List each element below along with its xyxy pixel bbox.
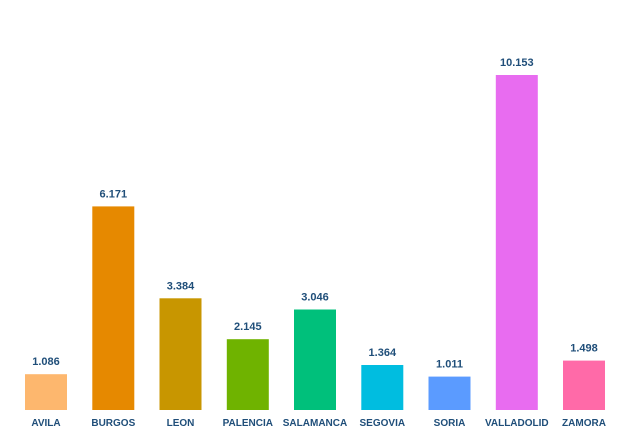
category-label-segovia: SEGOVIA xyxy=(360,418,406,429)
value-label-valladolid: 10.153 xyxy=(500,57,534,69)
category-labels-group: AVILA BURGOS LEON PALENCIA SALAMANCA SEGOVIA S… xyxy=(31,418,606,429)
value-label-segovia: 1.364 xyxy=(369,347,397,359)
bar-segovia xyxy=(361,365,404,410)
value-labels-group: 1.086 6.171 3.384 2.145 3.046 1.364 1.011 10.15… xyxy=(32,57,598,371)
bar-soria xyxy=(428,376,471,410)
bar-leon xyxy=(159,298,202,410)
value-label-burgos: 6.171 xyxy=(100,188,128,200)
bar-avila xyxy=(25,374,67,410)
bars-group xyxy=(25,75,605,410)
value-label-avila: 1.086 xyxy=(32,356,60,368)
value-label-zamora: 1.498 xyxy=(570,343,598,355)
category-label-leon: LEON xyxy=(167,418,195,429)
value-label-leon: 3.384 xyxy=(167,280,195,292)
value-label-salamanca: 3.046 xyxy=(301,292,329,304)
category-label-zamora: ZAMORA xyxy=(562,418,606,429)
category-label-salamanca: SALAMANCA xyxy=(283,418,347,429)
bar-salamanca xyxy=(294,309,336,410)
bar-burgos xyxy=(92,206,135,410)
category-label-avila: AVILA xyxy=(31,418,60,429)
category-label-valladolid: VALLADOLID xyxy=(485,418,549,429)
value-label-palencia: 2.145 xyxy=(234,321,262,333)
category-label-burgos: BURGOS xyxy=(91,418,135,429)
bar-zamora xyxy=(563,360,605,410)
value-label-soria: 1.011 xyxy=(436,359,463,371)
bar-palencia xyxy=(226,339,269,410)
bar-valladolid xyxy=(495,75,538,410)
category-label-palencia: PALENCIA xyxy=(223,418,273,429)
category-label-soria: SORIA xyxy=(434,418,466,429)
